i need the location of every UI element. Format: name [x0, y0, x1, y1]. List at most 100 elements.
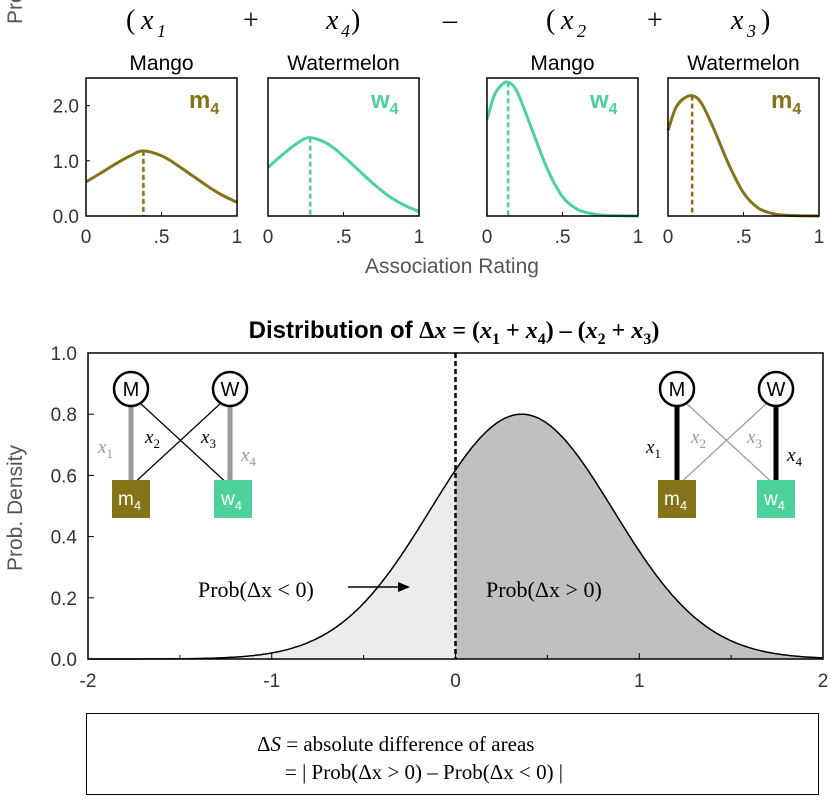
x-tick-label: 2 — [818, 671, 829, 692]
prob-greater-label: Prob(Δx > 0) — [486, 577, 602, 602]
node-w-left — [211, 370, 249, 408]
figure: ( x 1 + x 4 ) – ( x 2 + x 3 ) Mangom40.5… — [4, 0, 829, 692]
x-tick-label: 1 — [232, 227, 243, 248]
eq-open-paren-1: ( — [126, 5, 135, 36]
formula-box: ΔS = absolute difference of areas = | Pr… — [86, 713, 819, 795]
item-w4-left — [214, 480, 252, 518]
eq-x4: x — [325, 5, 339, 36]
panel-badge-letter: w — [370, 87, 390, 114]
small-xlabel: Association Rating — [365, 255, 539, 278]
formula-line-1-text: = absolute difference of areas — [281, 732, 535, 756]
panel-title: Watermelon — [287, 52, 399, 75]
edge-x1-right-label: x1 — [645, 437, 661, 461]
x-tick-label: 0 — [263, 227, 274, 248]
node-m-right-label: M — [669, 379, 686, 401]
y-tick-label: 2.0 — [53, 97, 79, 118]
eq-x1: x — [140, 5, 154, 36]
item-w4-right — [757, 480, 795, 518]
item-m4-right-label: m4 — [664, 489, 687, 513]
eq-x3-sub: 3 — [746, 21, 756, 41]
formula-delta: Δ — [257, 732, 271, 756]
x-tick-label: 1 — [814, 227, 825, 248]
edge-x3-left-label: x3 — [200, 427, 216, 451]
panel-badge-letter: m — [771, 87, 792, 114]
network-right: M W m4 w4 x1 x2 x3 x4 — [645, 370, 802, 518]
x-tick-label: 1 — [414, 227, 425, 248]
x-tick-label: 0 — [663, 227, 674, 248]
panel-title: Mango — [129, 52, 193, 75]
x-tick-label: .5 — [736, 227, 752, 248]
formula-line-1: ΔS = absolute difference of areas — [257, 732, 534, 757]
x-tick-label: -2 — [80, 671, 97, 692]
x-tick-label: 1 — [634, 671, 645, 692]
edge-x4-left-label: x4 — [240, 445, 256, 469]
main-ylabel: Prob. Density — [4, 444, 27, 571]
y-tick-label: 0.8 — [51, 405, 77, 426]
main-chart-title: Distribution of Δx = (x1 + x4) – (x2 + x… — [249, 317, 660, 348]
item-m4-right — [658, 480, 696, 518]
panel-badge-sub: 4 — [210, 101, 219, 118]
node-w-left-label: W — [221, 379, 240, 401]
edge-x3-right-label: x3 — [746, 427, 762, 451]
prob-less-arrow-head — [398, 582, 410, 592]
eq-x2-sub: 2 — [577, 21, 586, 41]
edge-x2-left-label: x2 — [144, 427, 160, 451]
eq-x3: x — [730, 5, 744, 36]
panel-x3: Watermelon m4 0 .5 1 — [663, 52, 825, 248]
panel-badge-sub: 4 — [792, 101, 801, 118]
node-w-right-label: W — [767, 379, 786, 401]
x-tick-label: .5 — [336, 227, 352, 248]
y-tick-label: 0.0 — [51, 650, 77, 671]
eq-x1-sub: 1 — [157, 21, 166, 41]
eq-minus: – — [442, 5, 458, 36]
panel-x1: Mango m4 0 .5 1 0.0 1.0 2.0 — [53, 52, 243, 248]
x-tick-label: 1 — [633, 227, 644, 248]
edge-x3-right — [676, 402, 768, 487]
formula-line-2: = | Prob(Δx > 0) – Prob(Δx < 0) | — [285, 760, 564, 784]
node-m-left-label: M — [123, 379, 140, 401]
y-tick-label: 0.4 — [51, 528, 78, 549]
density-curve — [267, 136, 420, 213]
y-tick-label: 1.0 — [51, 344, 77, 365]
eq-close-paren-1: ) — [351, 5, 360, 36]
edge-x2-right-label: x2 — [690, 427, 706, 451]
edge-x1-left-label: x1 — [97, 437, 113, 461]
density-curve — [485, 80, 639, 218]
prob-less-label: Prob(Δx < 0) — [198, 577, 314, 602]
eq-open-paren-2: ( — [546, 5, 555, 36]
top-equation: ( x 1 + x 4 ) – ( x 2 + x 3 ) — [126, 5, 770, 41]
small-ylabel: Prob. Density — [4, 0, 27, 24]
eq-plus-2: + — [647, 5, 663, 36]
formula-s: S — [270, 732, 282, 756]
panel-badge: w4 — [370, 87, 399, 118]
main-chart: -2 -1 0 1 2 0.0 0.2 0.4 0.6 0.8 1.0 — [51, 344, 829, 692]
eq-x4-sub: 4 — [341, 21, 350, 41]
x-tick-label: -1 — [263, 671, 280, 692]
x-tick-label: .5 — [154, 227, 170, 248]
panel-title: Watermelon — [687, 52, 799, 75]
eq-close-paren-2: ) — [761, 5, 770, 36]
x-tick-label: 0 — [81, 227, 92, 248]
panel-badge: m4 — [189, 87, 219, 118]
item-m4-left — [112, 480, 150, 518]
delta-density-curve — [88, 413, 824, 660]
x-tick-label: .5 — [555, 227, 571, 248]
y-tick-label: 1.0 — [53, 152, 79, 173]
panel-badge-sub: 4 — [390, 101, 399, 118]
eq-plus-1: + — [243, 5, 259, 36]
panel-badge-sub: 4 — [609, 101, 618, 118]
item-m4-left-label: m4 — [118, 489, 141, 513]
network-left: M W m4 w4 x1 x2 x3 x4 — [97, 370, 256, 518]
density-curve — [666, 94, 820, 218]
node-m-right — [658, 370, 696, 408]
edge-x2-left — [139, 402, 231, 487]
y-tick-label: 0.2 — [51, 589, 77, 610]
edge-x3-left — [130, 402, 222, 487]
panel-frame — [85, 77, 238, 217]
area-greater-than-zero — [455, 414, 823, 659]
y-tick-label: 0.0 — [53, 207, 79, 228]
edge-x4-right-label: x4 — [786, 445, 802, 469]
area-less-than-zero — [88, 470, 456, 659]
item-w4-right-label: w4 — [763, 489, 785, 513]
